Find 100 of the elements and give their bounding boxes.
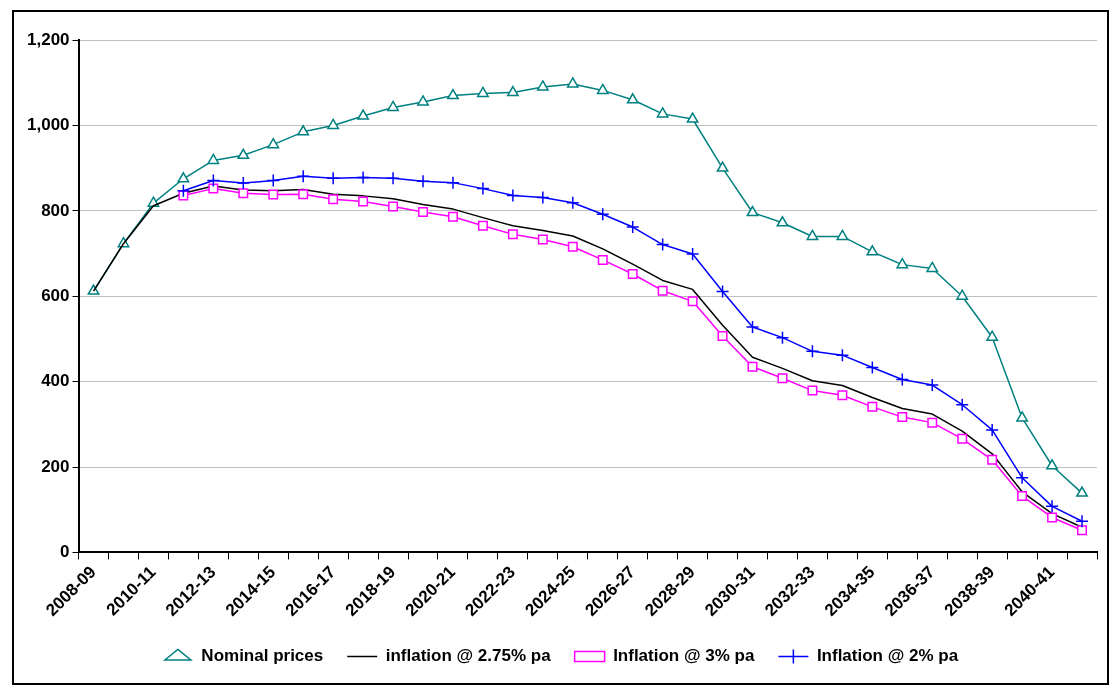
point	[388, 201, 399, 212]
point	[955, 397, 969, 412]
point	[416, 174, 430, 189]
point	[717, 330, 728, 341]
point	[655, 237, 670, 252]
point	[506, 85, 519, 97]
point	[806, 229, 819, 241]
point	[597, 254, 608, 265]
point	[956, 289, 969, 300]
point	[1016, 411, 1029, 422]
point	[1076, 486, 1088, 497]
point	[836, 229, 849, 241]
point	[1045, 499, 1059, 514]
point	[386, 171, 400, 186]
point	[925, 378, 939, 392]
point	[328, 194, 339, 205]
point	[835, 348, 850, 362]
point	[208, 183, 219, 194]
point	[237, 148, 250, 160]
point	[536, 80, 549, 91]
point	[865, 360, 880, 375]
point	[296, 169, 310, 183]
point	[357, 109, 370, 120]
point	[625, 220, 640, 234]
point	[176, 184, 191, 198]
y-tick-label: 600	[41, 285, 70, 305]
y-tick-label: 800	[41, 200, 70, 220]
point	[896, 257, 909, 269]
point	[687, 296, 698, 307]
point	[268, 189, 279, 200]
point	[447, 211, 458, 222]
point	[326, 171, 340, 186]
point	[506, 188, 520, 203]
point	[985, 423, 999, 437]
point	[298, 189, 309, 200]
point	[266, 173, 280, 188]
point	[596, 207, 610, 221]
point	[507, 229, 518, 240]
legend-label: Nominal prices	[201, 646, 324, 666]
point	[776, 216, 789, 227]
point	[358, 196, 369, 207]
point	[837, 390, 848, 401]
point	[1077, 525, 1088, 536]
point	[1047, 512, 1058, 523]
point	[926, 261, 939, 273]
point	[476, 86, 489, 98]
point	[805, 344, 820, 359]
point	[596, 83, 609, 95]
point	[476, 181, 490, 196]
point	[747, 361, 758, 372]
point	[417, 95, 429, 106]
point	[866, 245, 879, 256]
point	[715, 284, 730, 299]
point	[685, 247, 700, 261]
point	[927, 417, 938, 428]
point	[206, 173, 221, 188]
point	[957, 433, 968, 444]
point	[686, 112, 699, 123]
point	[297, 125, 310, 136]
point	[1015, 470, 1029, 485]
point	[267, 137, 280, 149]
point	[626, 93, 639, 104]
point	[745, 320, 760, 334]
point	[567, 241, 578, 252]
point	[987, 454, 998, 465]
y-tick-label: 400	[41, 371, 70, 391]
point	[418, 207, 429, 218]
legend-label: Inflation @ 3% pa	[613, 646, 755, 666]
point	[656, 107, 669, 118]
point	[238, 188, 249, 199]
point	[1046, 459, 1059, 470]
y-tick-label: 200	[41, 456, 70, 476]
point	[327, 118, 340, 130]
point	[477, 220, 488, 231]
y-tick-label: 1,000	[26, 115, 70, 135]
point	[177, 172, 190, 183]
legend-label: Inflation @ 2% pa	[816, 646, 959, 666]
point	[447, 88, 459, 100]
point	[867, 401, 878, 412]
point	[986, 330, 999, 341]
legend-label: inflation @ 2.75% pa	[385, 646, 552, 666]
point	[566, 77, 579, 88]
point	[446, 175, 460, 190]
point	[746, 205, 759, 217]
point	[566, 195, 580, 210]
point	[356, 170, 370, 185]
point	[537, 234, 548, 245]
point	[775, 330, 790, 345]
point	[657, 285, 668, 296]
point	[807, 385, 818, 396]
point	[627, 269, 638, 280]
point	[1075, 514, 1089, 529]
y-tick-label: 1,200	[26, 29, 70, 49]
point	[895, 372, 910, 387]
point	[387, 100, 400, 112]
y-tick-label: 0	[60, 542, 70, 562]
point	[207, 153, 220, 165]
point	[536, 190, 550, 205]
point	[897, 412, 908, 423]
point	[1017, 491, 1028, 502]
